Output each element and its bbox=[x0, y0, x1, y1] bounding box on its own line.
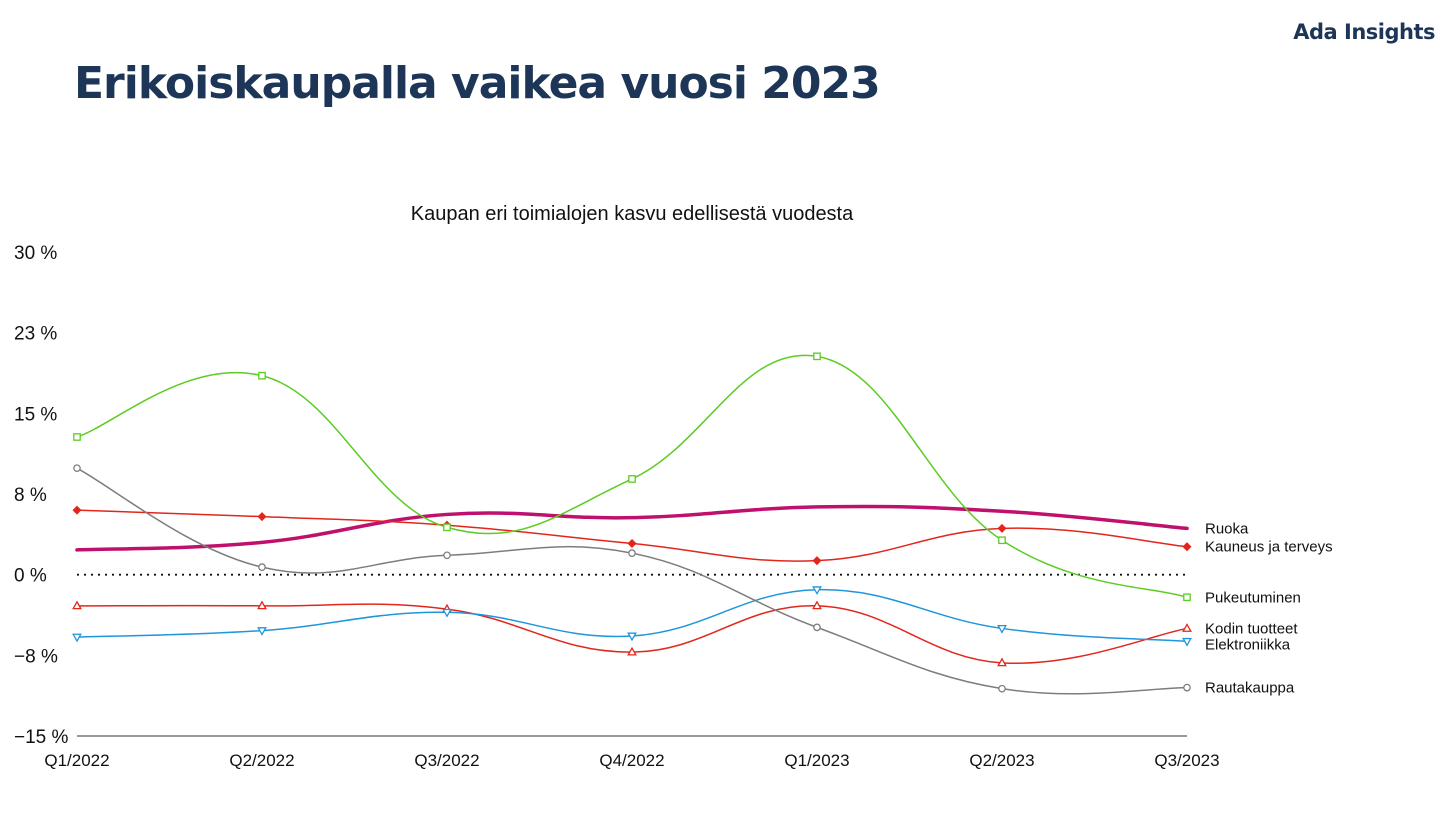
data-point bbox=[812, 556, 822, 566]
series-line bbox=[75, 504, 1189, 552]
data-point bbox=[998, 536, 1006, 545]
data-point bbox=[443, 523, 451, 532]
data-point bbox=[628, 549, 636, 558]
series-line bbox=[76, 467, 1188, 695]
y-tick-label: −8 % bbox=[14, 646, 58, 667]
data-point bbox=[812, 586, 822, 596]
series-label: Rautakauppa bbox=[1205, 680, 1295, 697]
page-title: Erikoiskaupalla vaikea vuosi 2023 bbox=[74, 58, 881, 109]
data-point bbox=[72, 600, 82, 610]
y-tick-label: 23 % bbox=[14, 324, 57, 345]
x-tick-label: Q1/2023 bbox=[784, 751, 849, 770]
y-tick-label: 8 % bbox=[14, 485, 47, 506]
x-tick-label: Q2/2023 bbox=[969, 751, 1034, 770]
data-point bbox=[1182, 637, 1192, 647]
data-point bbox=[997, 624, 1007, 634]
series-ruoka bbox=[75, 504, 1189, 552]
series-rautakauppa bbox=[73, 464, 1191, 695]
data-point bbox=[997, 657, 1007, 667]
data-point bbox=[72, 505, 82, 515]
data-point bbox=[257, 627, 267, 636]
y-tick-label: 15 % bbox=[14, 404, 57, 425]
series-label: Pukeutuminen bbox=[1205, 589, 1301, 606]
data-point bbox=[257, 512, 267, 522]
series-label: Kodin tuotteet bbox=[1205, 620, 1298, 637]
series-label: Elektroniikka bbox=[1205, 636, 1291, 653]
data-point bbox=[442, 608, 452, 618]
data-point bbox=[812, 600, 822, 610]
series-label: Ruoka bbox=[1205, 520, 1249, 537]
x-tick-label: Q3/2023 bbox=[1154, 751, 1219, 770]
data-point bbox=[72, 633, 82, 643]
series-pukeutuminen bbox=[73, 352, 1191, 602]
series-elektroniikka bbox=[72, 586, 1192, 647]
y-tick-label: 0 % bbox=[14, 566, 47, 587]
data-point bbox=[997, 523, 1007, 533]
data-point bbox=[1182, 623, 1192, 632]
data-point bbox=[73, 433, 81, 441]
data-point bbox=[1183, 683, 1191, 692]
x-tick-label: Q2/2022 bbox=[229, 751, 294, 770]
data-point bbox=[628, 475, 636, 483]
y-tick-label: 30 % bbox=[14, 243, 57, 264]
data-point bbox=[1183, 593, 1191, 602]
data-point bbox=[443, 551, 451, 560]
data-point bbox=[258, 371, 266, 380]
chart-title: Kaupan eri toimialojen kasvu edellisestä… bbox=[411, 203, 854, 225]
data-point bbox=[627, 538, 637, 548]
data-point bbox=[258, 563, 266, 571]
data-point bbox=[627, 632, 637, 642]
data-point bbox=[627, 646, 637, 656]
x-tick-label: Q1/2022 bbox=[44, 751, 109, 770]
data-point bbox=[813, 623, 821, 632]
x-tick-label: Q3/2022 bbox=[414, 751, 479, 770]
x-tick-label: Q4/2022 bbox=[599, 751, 664, 770]
brand-logo: Ada Insights bbox=[1293, 20, 1435, 44]
data-point bbox=[73, 464, 81, 473]
data-point bbox=[257, 600, 267, 610]
series-label: Kauneus ja terveys bbox=[1205, 539, 1333, 556]
y-tick-label: −15 % bbox=[14, 727, 69, 748]
data-point bbox=[1182, 542, 1192, 552]
data-point bbox=[813, 352, 821, 361]
data-point bbox=[998, 684, 1006, 693]
